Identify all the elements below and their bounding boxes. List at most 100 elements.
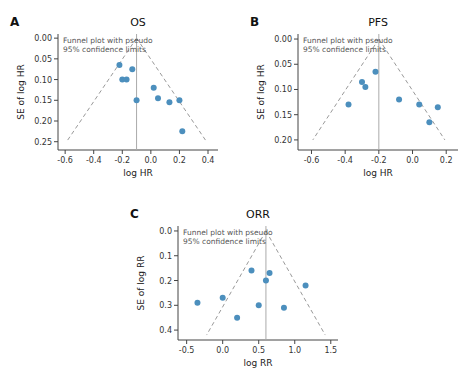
- y-tick-label: 0.25: [34, 138, 52, 147]
- subtitle-line: Funnel plot with pseudo: [63, 36, 153, 45]
- y-axis-label: SE of log HR: [256, 64, 266, 119]
- x-tick: [378, 150, 379, 154]
- x-tick: [208, 150, 209, 154]
- y-tick-label: 0.2: [159, 277, 172, 286]
- subtitle: Funnel plot with pseudo95% confidence li…: [183, 228, 273, 246]
- x-axis-label: log HR: [363, 168, 393, 178]
- x-tick: [330, 340, 331, 344]
- y-axis-label: SE of log RR: [136, 256, 146, 311]
- subtitle-line: 95% confidence limits: [183, 237, 266, 246]
- x-tick: [222, 340, 223, 344]
- y-tick: [294, 89, 298, 90]
- point: [249, 268, 255, 274]
- point: [303, 282, 309, 288]
- x-tick: [446, 150, 447, 154]
- subtitle: Funnel plot with pseudo95% confidence li…: [63, 36, 153, 54]
- y-tick-label: 0.10: [274, 85, 292, 94]
- y-tick-label: 0.1: [159, 252, 172, 261]
- y-tick: [174, 230, 178, 231]
- y-tick-label: 0.10: [34, 76, 52, 85]
- x-tick-label: -0.2: [371, 156, 387, 165]
- subtitle-line: 95% confidence limits: [63, 45, 146, 54]
- x-tick-label: -0.6: [57, 156, 73, 165]
- point: [267, 270, 273, 276]
- y-tick: [174, 330, 178, 331]
- x-tick-label: 0.5: [252, 346, 265, 355]
- funnel-line: [207, 231, 266, 335]
- x-tick-label: 0.4: [202, 156, 215, 165]
- y-axis-line: [298, 34, 299, 150]
- x-tick-label: 0.2: [440, 156, 453, 165]
- x-tick-label: -0.4: [337, 156, 353, 165]
- x-tick: [65, 150, 66, 154]
- y-tick: [54, 100, 58, 101]
- y-tick-label: 0.20: [34, 117, 52, 126]
- x-tick-label: -0.4: [86, 156, 102, 165]
- subtitle-line: Funnel plot with pseudo: [183, 228, 273, 237]
- x-tick-label: 0.2: [173, 156, 186, 165]
- x-tick: [412, 150, 413, 154]
- y-tick: [174, 255, 178, 256]
- y-tick-label: 0.05: [34, 55, 52, 64]
- subtitle-line: 95% confidence limits: [303, 45, 386, 54]
- subtitle-line: Funnel plot with pseudo: [303, 36, 393, 45]
- y-tick-label: 0.05: [274, 60, 292, 69]
- x-tick-label: 1.5: [324, 346, 337, 355]
- x-tick: [150, 150, 151, 154]
- point: [416, 102, 422, 108]
- point: [151, 85, 157, 91]
- point: [372, 69, 378, 75]
- point: [166, 99, 172, 105]
- x-tick-label: 0.0: [216, 346, 229, 355]
- background: [0, 0, 474, 384]
- point: [234, 315, 240, 321]
- point: [396, 97, 402, 103]
- x-axis-label: log RR: [243, 358, 272, 368]
- point: [194, 300, 200, 306]
- panel-label: B: [250, 15, 259, 29]
- y-tick-label: 0.3: [159, 301, 172, 310]
- x-tick: [122, 150, 123, 154]
- y-tick: [54, 79, 58, 80]
- point: [220, 295, 226, 301]
- y-tick: [54, 141, 58, 142]
- y-tick: [294, 114, 298, 115]
- point: [176, 97, 182, 103]
- y-tick-label: 0.0: [159, 227, 172, 236]
- title: OS: [130, 16, 146, 29]
- x-tick: [179, 150, 180, 154]
- y-tick-label: 0.00: [34, 34, 52, 43]
- title: ORR: [246, 208, 270, 221]
- point: [362, 84, 368, 90]
- x-tick: [345, 150, 346, 154]
- x-axis-line: [298, 150, 458, 151]
- x-tick: [186, 340, 187, 344]
- x-tick-label: 0.0: [406, 156, 419, 165]
- figure: -0.6 -0.4 -0.2 0.0 0.2 0.4 0.00 0.05 0.10 0.15 0.2…: [0, 0, 474, 384]
- panel-label: A: [10, 15, 20, 29]
- subtitle: Funnel plot with pseudo95% confidence li…: [303, 36, 393, 54]
- point: [359, 79, 365, 85]
- point: [346, 102, 352, 108]
- x-tick: [93, 150, 94, 154]
- y-tick-label: 0.15: [34, 96, 52, 105]
- y-axis-label: SE of log HR: [16, 64, 26, 119]
- y-tick: [54, 38, 58, 39]
- y-tick: [294, 139, 298, 140]
- x-tick: [258, 340, 259, 344]
- point: [426, 119, 432, 125]
- y-tick: [174, 305, 178, 306]
- x-tick-label: -0.6: [304, 156, 320, 165]
- point: [281, 305, 287, 311]
- x-tick-label: -0.5: [179, 346, 195, 355]
- panel: -0.6-0.4-0.20.00.20.000.050.100.150.20lo…: [250, 15, 458, 178]
- funnel-line: [379, 39, 445, 140]
- point: [134, 97, 140, 103]
- y-tick-label: 0.00: [274, 35, 292, 44]
- x-axis-line: [178, 340, 338, 341]
- x-axis-line: [58, 150, 218, 151]
- point: [179, 128, 185, 134]
- y-tick-label: 0.15: [274, 111, 292, 120]
- point: [263, 278, 269, 284]
- point: [129, 66, 135, 72]
